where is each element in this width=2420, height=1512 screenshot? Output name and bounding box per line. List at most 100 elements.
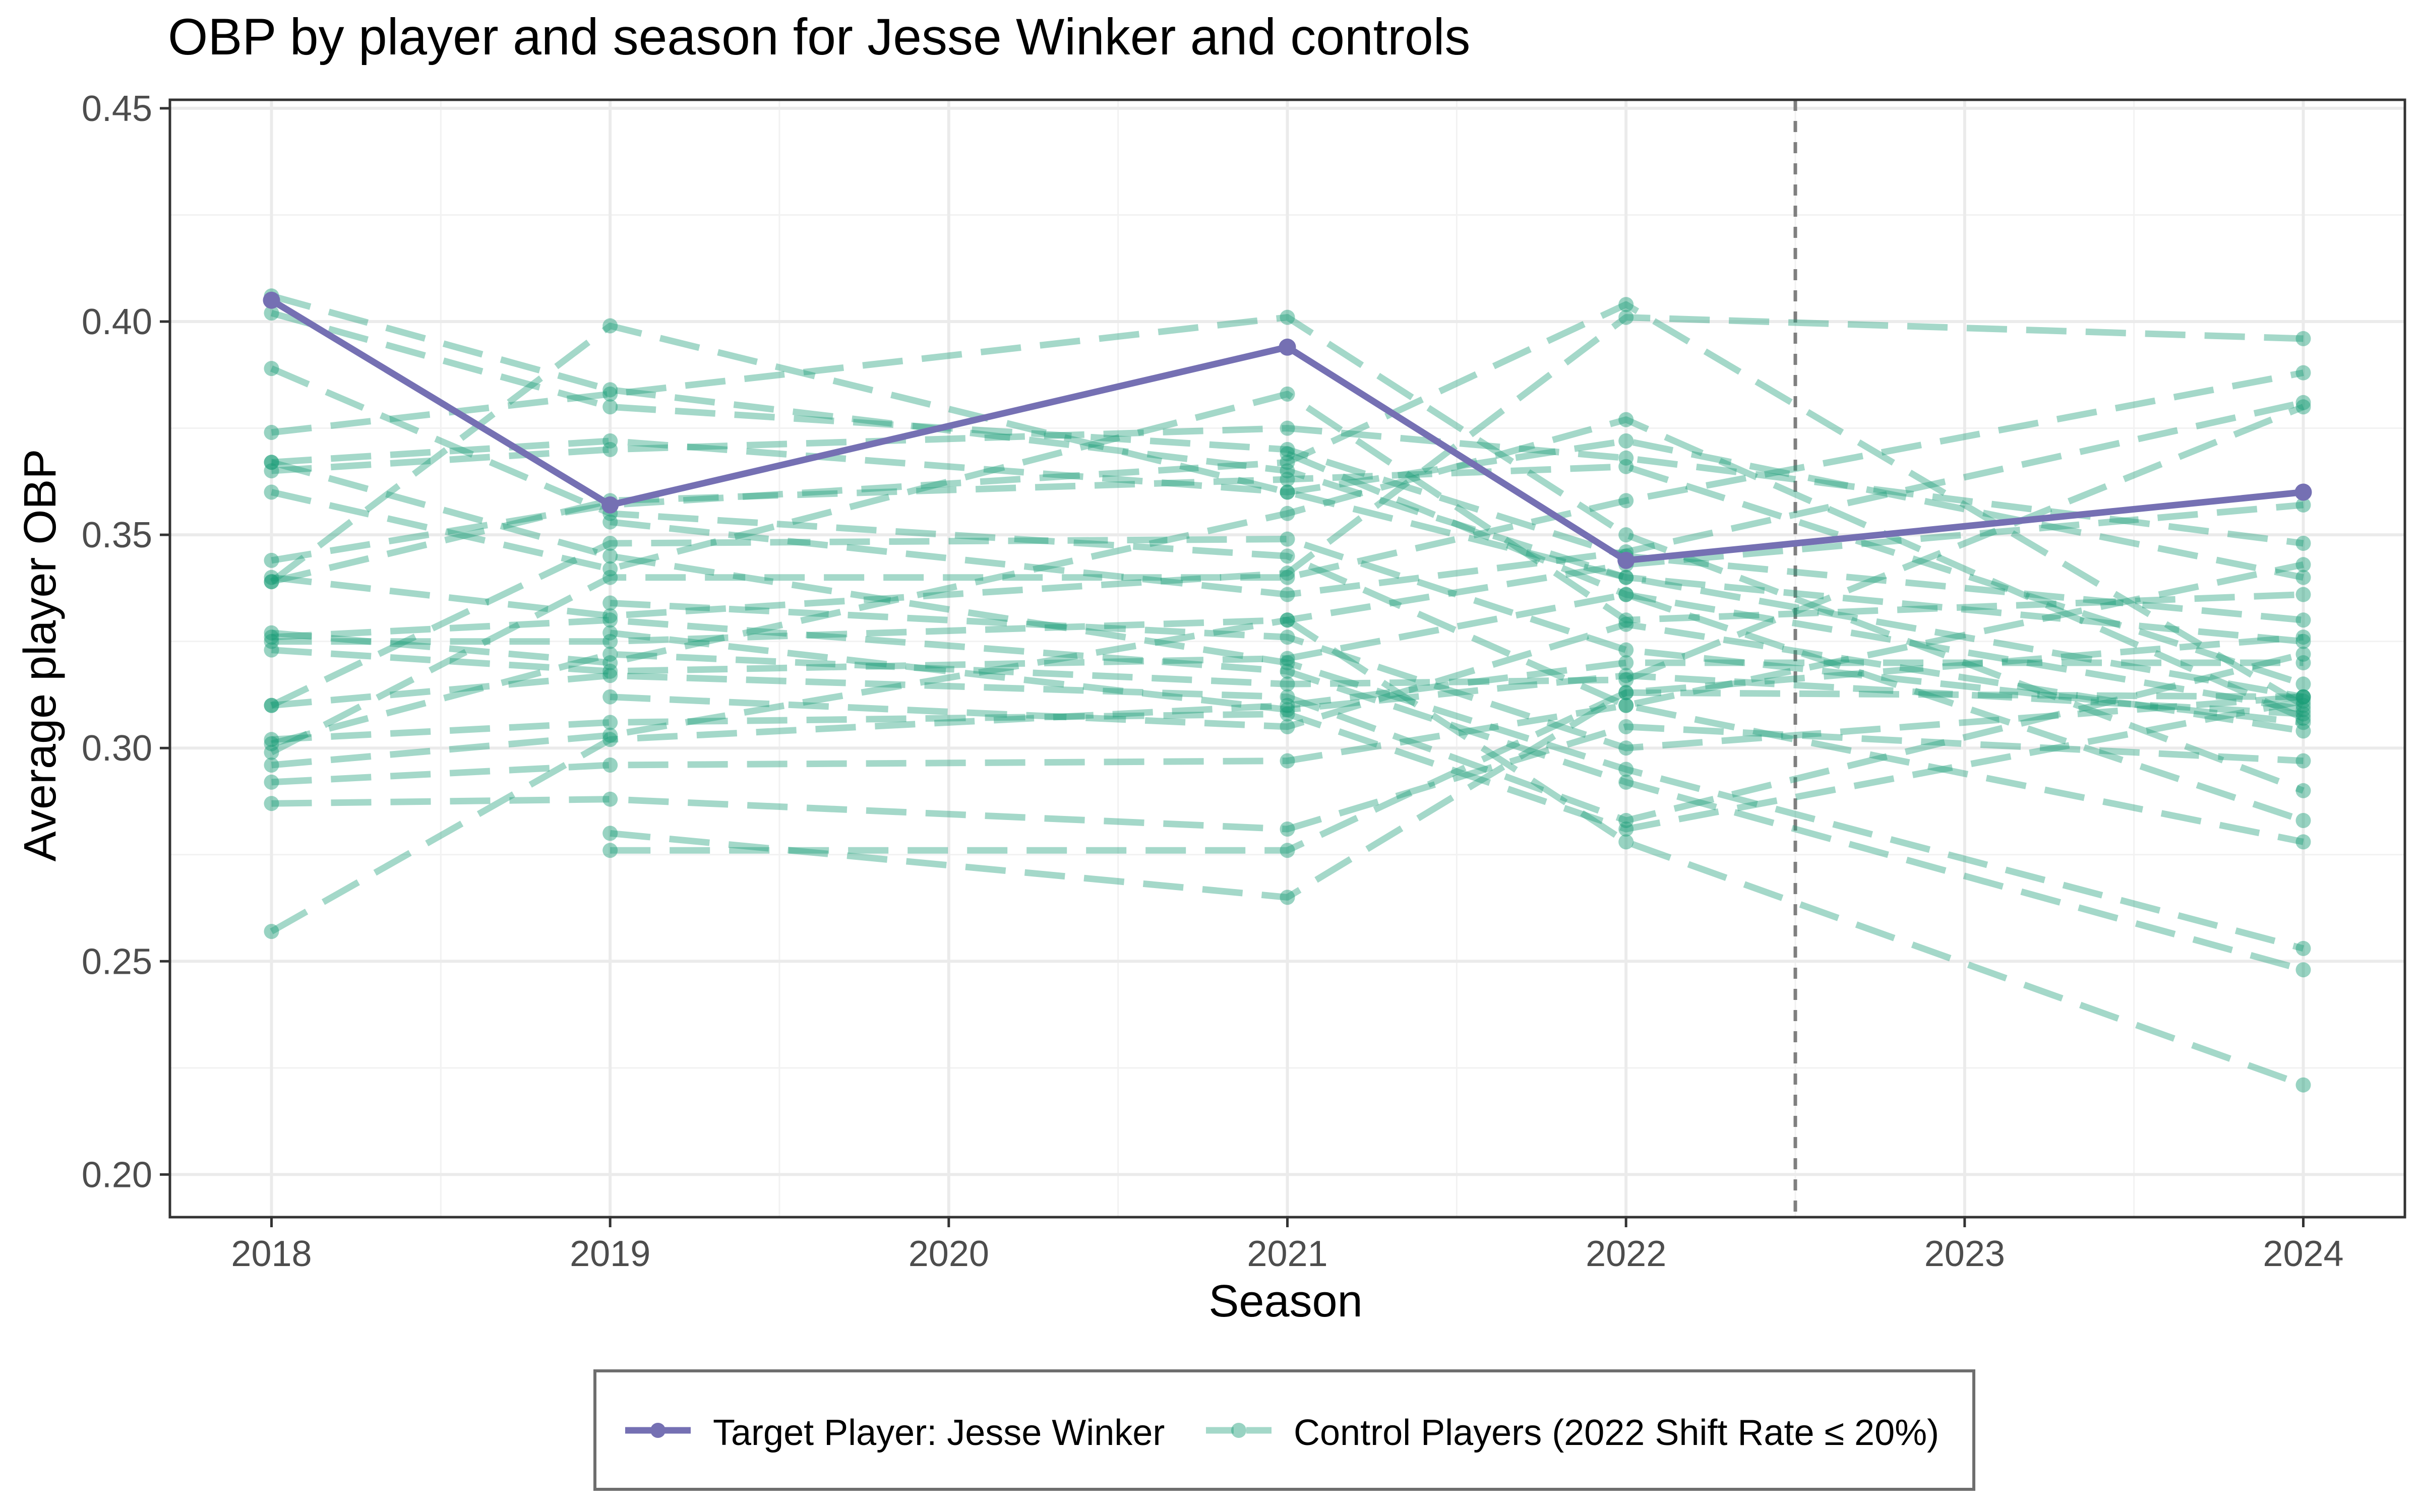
control-point [602,399,618,415]
control-point [602,625,618,641]
control-point [602,612,618,628]
x-axis-label: Season [1208,1276,1362,1327]
control-point [2295,634,2311,649]
control-point [1280,565,1295,581]
control-point [1618,762,1634,777]
control-point [1618,527,1634,543]
control-point [1280,472,1295,487]
control-point [264,924,279,939]
y-axis-label: Average player OBP [15,449,66,862]
control-point [602,548,618,564]
control-point [1618,655,1634,670]
control-point [1280,612,1295,628]
control-point [602,433,618,449]
control-point [2295,655,2311,670]
control-point [2295,587,2311,602]
control-point [1280,719,1295,734]
control-point [1618,587,1634,602]
target-point [2294,483,2312,501]
control-point [1618,297,1634,312]
control-point [264,552,279,568]
control-point [2295,612,2311,628]
target-point [1617,551,1635,569]
control-point [602,570,618,585]
control-series-line [1286,451,2304,713]
control-point [1280,890,1295,905]
control-series-line [270,404,2305,747]
control-point [1280,455,1295,470]
control-point [1280,420,1295,436]
control-series-line [610,399,2304,598]
control-point [1618,587,1634,602]
control-point [264,455,279,470]
control-point [2295,365,2311,381]
control-point [1280,651,1295,666]
control-point [1618,685,1634,701]
control-point [2295,702,2311,717]
control-series-line [610,600,2304,751]
control-series-line [271,391,2304,623]
control-point [2295,962,2311,978]
control-series-line [271,425,2304,547]
control-point [1280,612,1295,628]
control-series-line [270,369,2304,755]
control-point [264,634,279,649]
control-point [1618,740,1634,756]
y-tick-label: 0.30 [82,728,152,769]
control-point [602,758,618,773]
control-point [1280,689,1295,705]
control-point [1618,672,1634,687]
control-point [264,625,279,641]
control-point [602,715,618,730]
y-tick-label: 0.45 [82,89,152,129]
control-point [602,727,618,743]
control-point [1618,642,1634,658]
x-tick-label: 2020 [909,1234,989,1274]
control-point [2295,689,2311,705]
control-point [2295,399,2311,415]
control-point [264,732,279,747]
x-tick-label: 2018 [231,1234,312,1274]
control-point [2295,689,2311,705]
control-point [1618,685,1634,701]
axes: 2018 2019 2020 2021 2022 2023 2024 0.20 0.25 0.30… [82,89,2406,1274]
control-point [264,698,279,713]
x-tick-label: 2024 [2263,1234,2343,1274]
control-point [1618,698,1634,713]
control-series-line [271,416,2305,721]
x-tick-label: 2019 [570,1234,650,1274]
control-point [602,382,618,398]
control-point [1280,463,1295,479]
control-series-line [271,301,2305,709]
control-series-line [270,292,2304,645]
control-point [602,647,618,662]
control-point [1618,570,1634,585]
control-point [264,425,279,440]
grid-lines [170,100,2405,1217]
control-series-line [610,634,2304,854]
control-series-line [270,536,2304,726]
control-series-line [270,309,2304,623]
control-point [602,655,618,670]
control-point [2295,676,2311,692]
control-point [1280,442,1295,457]
control-point [2295,1077,2311,1093]
legend: Target Player: Jesse Winker Control Play… [593,1369,1975,1491]
control-series-line [271,561,2304,786]
control-point [602,318,618,334]
chart-title: OBP by player and season for Jesse Winke… [168,8,1470,66]
target-point [601,496,619,514]
control-point [1280,531,1295,547]
control-point [602,689,618,705]
control-point [1618,698,1634,713]
control-point [1618,309,1634,325]
control-point [1280,484,1295,500]
control-series-line [270,365,2304,845]
control-point [1280,587,1295,602]
control-point [1618,459,1634,474]
control-point [1618,834,1634,850]
control-point [2295,629,2311,645]
control-series-line [610,629,2304,717]
control-series-line [271,314,2304,619]
